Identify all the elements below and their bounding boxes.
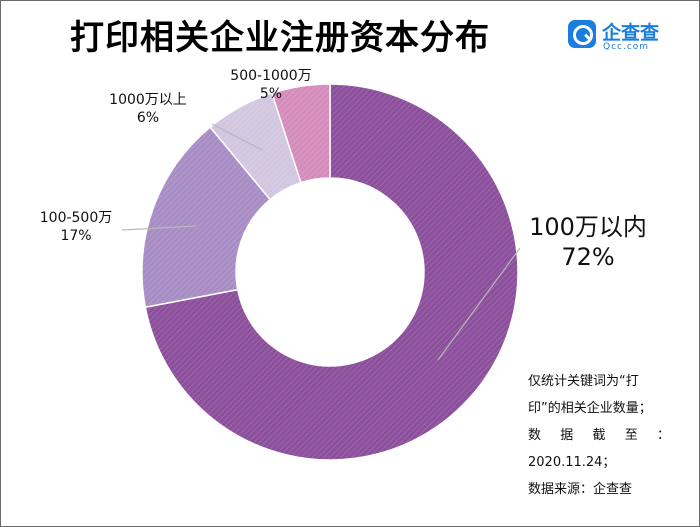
slice-value-label: 5% [260, 86, 282, 102]
chart-title: 打印相关企业注册资本分布 [70, 18, 490, 58]
logo-name: 企查查 [602, 22, 660, 44]
leader-line [121, 225, 197, 231]
donut-slices [141, 83, 519, 461]
logo-domain: Qcc.com [603, 42, 650, 52]
footnote-line: 2020.11.24； [528, 455, 616, 470]
footnote-line: 仅统计关键词为“打 [528, 374, 639, 389]
slice-value-label: 72% [561, 243, 614, 271]
donut-slice-hatch [145, 84, 518, 461]
slice-value-label: 6% [137, 110, 159, 126]
slice-category-label: 100万以内 [529, 213, 647, 241]
slice-category-label: 1000万以上 [109, 92, 187, 108]
magnifier-logo-icon [568, 20, 596, 48]
donut-slice [144, 83, 519, 461]
brand-logo: 企查查 Qcc.com [568, 18, 678, 54]
footnote-line: 数 据 截 至 ： [528, 428, 670, 443]
leader-lines [121, 123, 521, 361]
footnote: 仅统计关键词为“打 印”的相关企业数量； 数 据 截 至 ： 2020.11.2… [528, 368, 670, 503]
donut-slice [270, 83, 331, 184]
slice-category-label: 100-500万 [40, 210, 113, 226]
slice-value-label: 17% [60, 228, 91, 244]
donut-slice [141, 126, 272, 309]
leader-line [437, 247, 521, 361]
leader-line [211, 123, 263, 151]
footnote-line: 印”的相关企业数量； [528, 401, 652, 416]
donut-slice-hatch [142, 127, 271, 308]
donut-slice-hatch [271, 84, 330, 183]
slice-category-label: 500-1000万 [230, 68, 311, 84]
footnote-line: 数据来源：企查查 [528, 482, 633, 497]
